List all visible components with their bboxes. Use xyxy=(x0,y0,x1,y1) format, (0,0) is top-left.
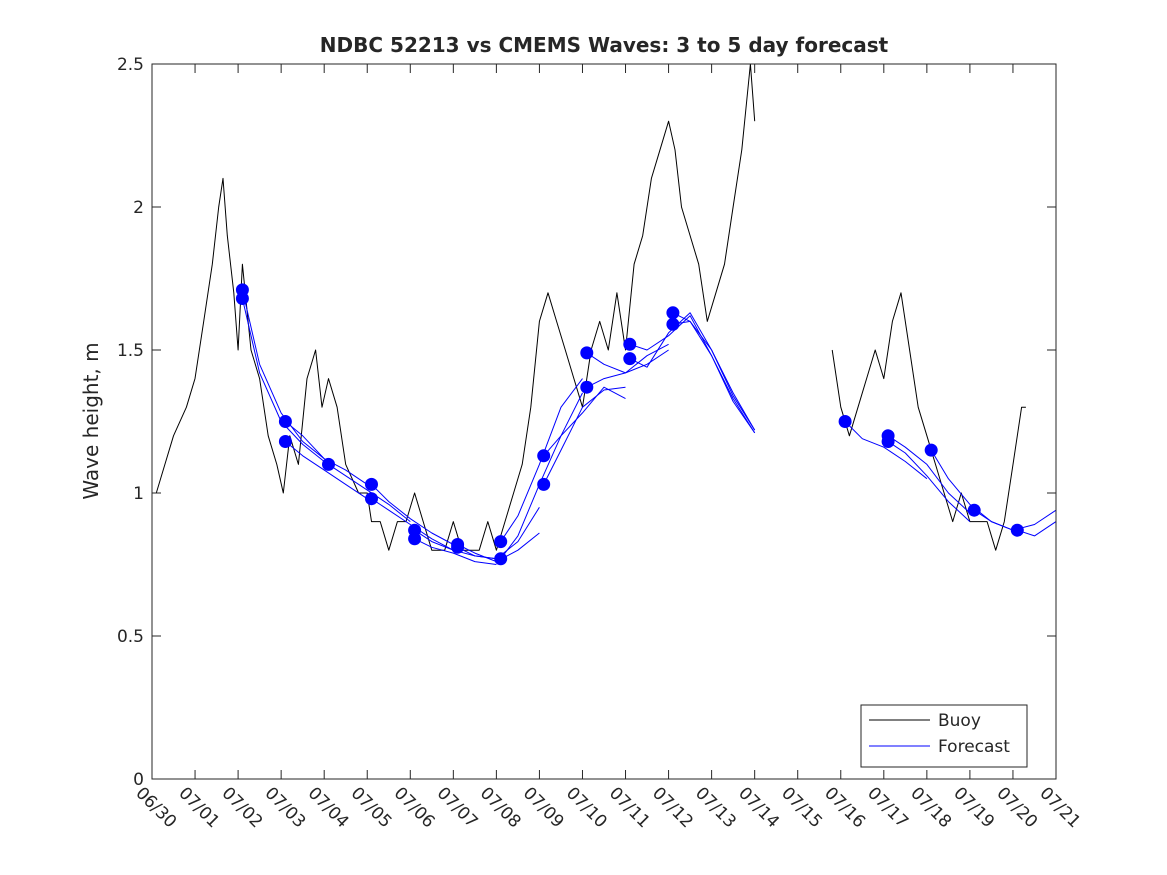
forecast-marker xyxy=(451,540,465,554)
y-tick-label: 1.5 xyxy=(117,341,144,361)
forecast-line-19 xyxy=(672,312,756,434)
axes-box xyxy=(151,63,1057,780)
forecast-marker xyxy=(494,552,508,566)
forecast-marker xyxy=(365,477,378,491)
forecast-line-21 xyxy=(844,421,928,480)
forecast-marker xyxy=(494,535,508,549)
forecast-marker xyxy=(278,435,292,448)
forecast-marker xyxy=(365,492,378,506)
forecast-marker xyxy=(580,346,594,360)
forecast-line-11 xyxy=(500,378,583,542)
legend-forecast-label: Forecast xyxy=(938,737,1010,757)
forecast-marker xyxy=(967,503,981,517)
legend: Buoy Forecast xyxy=(860,704,1028,768)
forecast-line-22 xyxy=(887,435,971,514)
buoy-line-0 xyxy=(155,63,756,551)
forecast-line-13 xyxy=(543,386,626,457)
forecast-marker xyxy=(666,317,680,331)
legend-buoy-label: Buoy xyxy=(938,711,981,731)
forecast-marker xyxy=(278,415,292,428)
forecast-marker xyxy=(1010,523,1024,537)
y-tick-label: 2 xyxy=(133,198,144,218)
legend-box xyxy=(860,704,1028,768)
forecast-line-20 xyxy=(672,320,756,431)
forecast-marker xyxy=(666,306,680,320)
y-tick-label: 0 xyxy=(133,770,144,790)
buoy-line-1 xyxy=(831,292,1026,551)
y-tick-label: 1 xyxy=(133,484,144,504)
forecast-marker xyxy=(537,449,551,463)
y-axis-label: Wave height, m xyxy=(79,342,103,499)
forecast-line-6 xyxy=(371,498,454,551)
forecast-marker xyxy=(623,337,637,351)
forecast-marker xyxy=(408,532,422,546)
forecast-line-17 xyxy=(629,315,756,434)
forecast-line-2 xyxy=(285,421,368,485)
forecast-line-14 xyxy=(543,386,626,485)
forecast-line-8 xyxy=(414,538,497,565)
y-tick-label: 0.5 xyxy=(117,627,144,647)
y-axis-ticks: 0 0.5 1 1.5 2 2.5 xyxy=(117,55,1056,790)
buoy-series-layer xyxy=(155,63,1026,551)
forecast-line-0 xyxy=(241,289,325,460)
forecast-line-23 xyxy=(887,441,971,522)
forecast-series-layer xyxy=(241,289,1057,565)
y-tick-label: 2.5 xyxy=(117,55,144,75)
forecast-marker xyxy=(881,435,895,448)
forecast-marker xyxy=(623,352,637,366)
forecast-line-16 xyxy=(586,349,669,388)
forecast-line-18 xyxy=(629,312,756,431)
forecast-marker xyxy=(537,477,551,491)
forecast-marker xyxy=(580,380,594,394)
forecast-marker xyxy=(322,457,335,471)
forecast-marker xyxy=(838,415,852,428)
chart-title: NDBC 52213 vs CMEMS Waves: 3 to 5 day fo… xyxy=(320,33,889,57)
forecast-marker-layer xyxy=(235,283,1024,566)
forecast-marker xyxy=(235,292,249,305)
forecast-line-5 xyxy=(371,484,454,545)
forecast-line-3 xyxy=(285,441,368,500)
forecast-line-4 xyxy=(328,463,411,522)
forecast-marker xyxy=(924,443,938,457)
